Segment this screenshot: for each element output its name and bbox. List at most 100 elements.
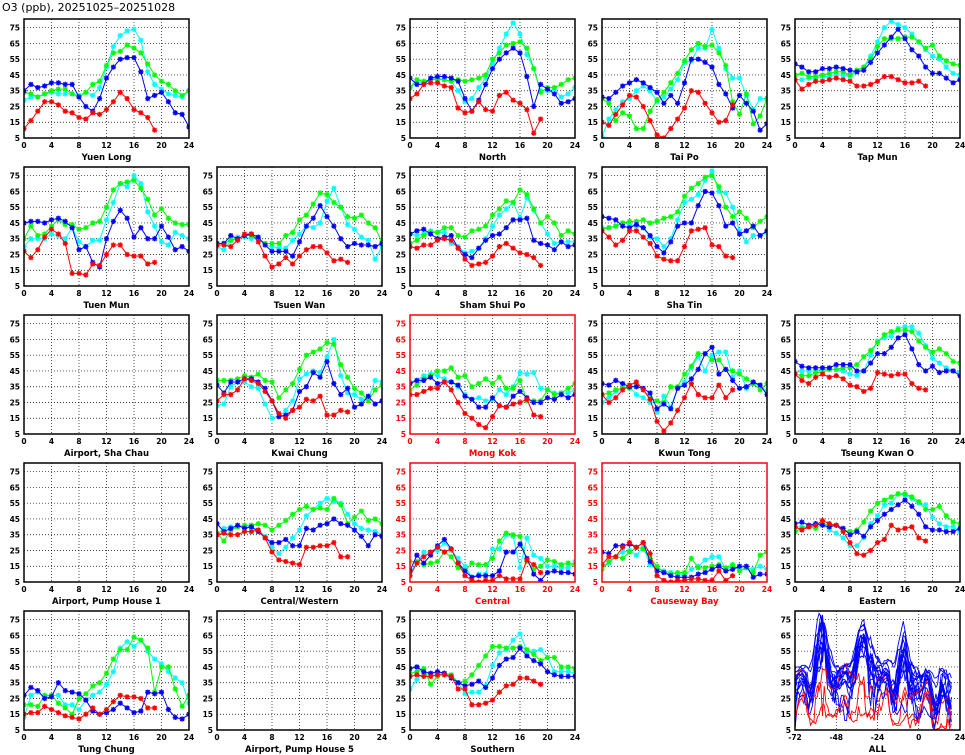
- data-point: [716, 357, 722, 363]
- data-point: [158, 661, 165, 667]
- data-point: [565, 243, 571, 250]
- x-tick-label: 24: [570, 585, 580, 594]
- data-point: [55, 215, 61, 221]
- data-point: [158, 223, 165, 229]
- y-tick-label: 55: [10, 55, 20, 64]
- data-point: [296, 253, 303, 259]
- data-point: [723, 349, 729, 355]
- x-tick-label: 20: [734, 289, 744, 298]
- data-point: [661, 577, 667, 582]
- data-point: [868, 59, 874, 65]
- data-point: [668, 258, 674, 264]
- data-point: [117, 242, 123, 248]
- data-point: [819, 365, 826, 371]
- x-tick-label: 24: [570, 289, 580, 298]
- data-point: [145, 236, 151, 242]
- y-tick-label: 45: [396, 367, 406, 376]
- x-tick-label: 12: [101, 289, 111, 298]
- data-point: [455, 399, 461, 406]
- y-tick-label: 35: [10, 679, 20, 688]
- data-point: [861, 388, 867, 395]
- y-tick-label: 35: [396, 679, 406, 688]
- station-name: Central/Western: [260, 597, 338, 607]
- data-point: [55, 231, 61, 237]
- x-tick-label: 0: [792, 141, 797, 150]
- data-point: [558, 239, 564, 245]
- data-point: [76, 716, 82, 722]
- data-point: [847, 362, 853, 368]
- data-point: [448, 673, 454, 680]
- data-point: [42, 220, 48, 226]
- data-point: [283, 536, 289, 543]
- data-point: [110, 656, 116, 662]
- data-point: [455, 78, 461, 84]
- data-point: [503, 385, 509, 391]
- data-point: [929, 514, 936, 520]
- data-point: [723, 395, 729, 401]
- data-point: [421, 78, 427, 84]
- data-point: [517, 187, 523, 193]
- data-point: [62, 240, 68, 247]
- x-tick-label: 16: [322, 585, 332, 594]
- data-point: [668, 86, 674, 92]
- data-point: [565, 91, 571, 97]
- data-point: [654, 398, 660, 404]
- series-group: [217, 495, 382, 568]
- data-point: [681, 395, 688, 401]
- y-tick-label: 45: [203, 219, 213, 228]
- plot-frame: [216, 166, 383, 287]
- data-point: [172, 92, 178, 99]
- data-point: [351, 527, 358, 533]
- data-point: [709, 563, 715, 569]
- data-point: [421, 242, 427, 248]
- data-point: [496, 231, 502, 237]
- x-tick-label: 4: [49, 289, 54, 298]
- data-point: [881, 335, 887, 341]
- data-point: [97, 111, 103, 117]
- data-point: [565, 673, 571, 680]
- data-point: [551, 391, 557, 398]
- x-tick-label: 0: [21, 437, 26, 446]
- data-point: [462, 683, 468, 689]
- data-point: [833, 362, 839, 368]
- x-tick-label: 0: [407, 289, 412, 298]
- data-point: [709, 554, 715, 560]
- data-point: [881, 502, 887, 508]
- data-point: [434, 669, 441, 675]
- data-point: [276, 410, 282, 417]
- data-point: [854, 528, 860, 535]
- data-point: [950, 80, 956, 86]
- chart-title: O3 (ppb), 20251025–20251028: [2, 1, 175, 14]
- y-tick-label: 65: [203, 631, 213, 640]
- x-tick-label: 16: [129, 437, 139, 446]
- data-point: [138, 225, 144, 231]
- data-point: [110, 706, 116, 713]
- data-point: [730, 220, 736, 226]
- y-tick-label: 5: [401, 726, 406, 735]
- data-point: [248, 377, 254, 384]
- data-point: [462, 686, 468, 692]
- data-point: [510, 549, 516, 555]
- data-point: [269, 240, 275, 247]
- data-point: [462, 573, 468, 579]
- data-point: [414, 228, 420, 234]
- data-point: [235, 387, 241, 393]
- x-tick-label: 12: [294, 733, 304, 742]
- y-tick-label: 25: [781, 546, 791, 555]
- station-name: Tai Po: [670, 153, 699, 163]
- data-point: [888, 373, 894, 379]
- x-tick-label: 16: [515, 585, 525, 594]
- x-tick-label: 0: [21, 733, 26, 742]
- data-point: [448, 78, 454, 84]
- data-point: [131, 710, 137, 716]
- data-point: [544, 214, 551, 220]
- data-point: [723, 62, 729, 69]
- data-point: [854, 373, 860, 379]
- y-tick-label: 15: [781, 562, 791, 571]
- data-point: [62, 81, 68, 88]
- data-point: [42, 695, 48, 702]
- data-point: [351, 521, 358, 527]
- data-point: [414, 91, 420, 97]
- y-tick-label: 15: [396, 562, 406, 571]
